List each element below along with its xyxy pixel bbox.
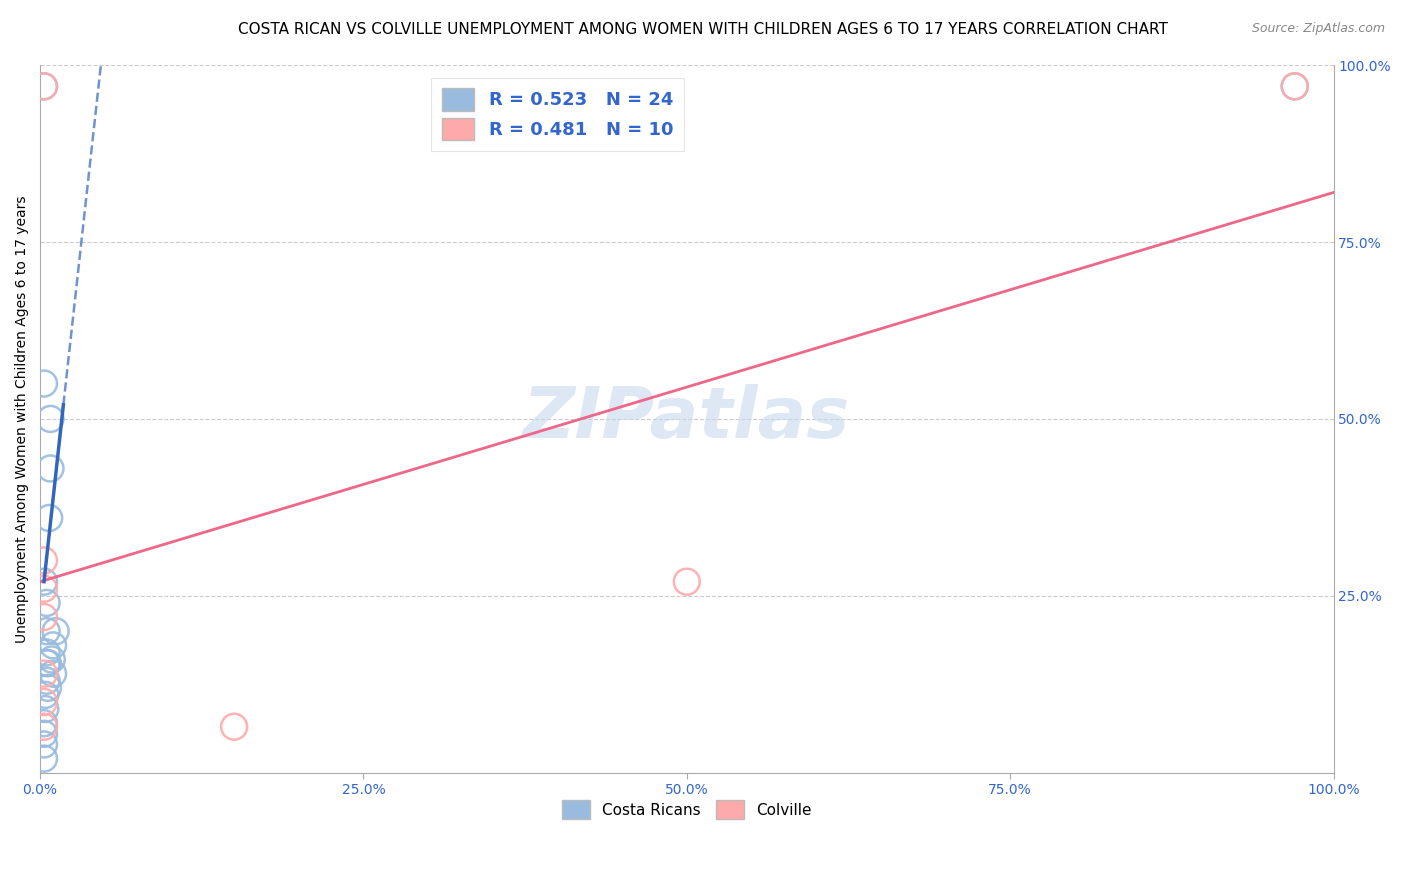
Point <box>35 656 58 670</box>
Point <box>41 652 63 666</box>
Point <box>32 716 55 731</box>
Point <box>32 79 55 94</box>
Point <box>37 656 59 670</box>
Point <box>32 553 55 567</box>
Point <box>32 751 55 765</box>
Point <box>675 574 697 589</box>
Point <box>1284 79 1306 94</box>
Point <box>32 666 55 681</box>
Point <box>42 639 65 653</box>
Point <box>32 720 55 734</box>
Point <box>35 645 58 659</box>
Point <box>32 610 55 624</box>
Point <box>34 702 56 716</box>
Legend: Costa Ricans, Colville: Costa Ricans, Colville <box>557 795 817 825</box>
Point <box>39 412 62 426</box>
Point <box>35 673 58 688</box>
Point <box>34 688 56 702</box>
Point <box>224 720 246 734</box>
Point <box>35 624 58 639</box>
Point <box>32 582 55 596</box>
Point <box>35 596 58 610</box>
Point <box>32 574 55 589</box>
Point <box>1284 79 1306 94</box>
Point <box>37 681 59 695</box>
Point <box>39 461 62 475</box>
Point <box>32 695 55 709</box>
Point <box>32 727 55 741</box>
Text: COSTA RICAN VS COLVILLE UNEMPLOYMENT AMONG WOMEN WITH CHILDREN AGES 6 TO 17 YEAR: COSTA RICAN VS COLVILLE UNEMPLOYMENT AMO… <box>238 22 1168 37</box>
Point <box>38 511 60 525</box>
Point <box>42 666 65 681</box>
Text: Source: ZipAtlas.com: Source: ZipAtlas.com <box>1251 22 1385 36</box>
Y-axis label: Unemployment Among Women with Children Ages 6 to 17 years: Unemployment Among Women with Children A… <box>15 195 30 642</box>
Point <box>32 376 55 391</box>
Point <box>32 738 55 752</box>
Text: ZIPatlas: ZIPatlas <box>523 384 851 453</box>
Point <box>45 624 67 639</box>
Point <box>32 79 55 94</box>
